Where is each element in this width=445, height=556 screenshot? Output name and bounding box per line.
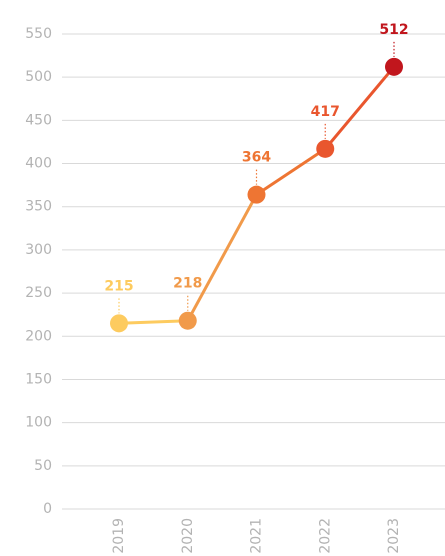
point bbox=[316, 139, 335, 158]
point bbox=[178, 311, 197, 330]
y-tick-label: 150 bbox=[25, 371, 52, 387]
line-segment bbox=[186, 193, 258, 322]
y-tick-label: 350 bbox=[25, 199, 52, 215]
point bbox=[110, 314, 128, 333]
x-tick-label: 2019 bbox=[111, 518, 127, 554]
line-segment bbox=[118, 319, 188, 325]
x-tick-label: 2021 bbox=[249, 518, 265, 554]
data-label: 512 bbox=[379, 22, 408, 38]
x-tick-label: 2020 bbox=[180, 518, 196, 554]
y-tick-label: 50 bbox=[34, 458, 52, 474]
x-tick-label: 2023 bbox=[386, 518, 402, 554]
line-segment bbox=[324, 65, 396, 150]
y-tick-label: 550 bbox=[25, 26, 52, 42]
point bbox=[385, 57, 403, 76]
y-tick-label: 500 bbox=[25, 69, 52, 85]
data-label: 215 bbox=[104, 278, 133, 294]
line-segment bbox=[255, 147, 327, 196]
y-tick-label: 300 bbox=[25, 242, 52, 258]
y-tick-label: 250 bbox=[25, 285, 52, 301]
y-tick-label: 450 bbox=[25, 112, 52, 128]
point bbox=[247, 185, 266, 204]
y-tick-label: 200 bbox=[25, 328, 52, 344]
x-tick-label: 2022 bbox=[317, 518, 333, 554]
y-tick-label: 400 bbox=[25, 156, 52, 172]
y-tick-label: 100 bbox=[25, 415, 52, 431]
data-label: 218 bbox=[173, 276, 202, 292]
data-label: 364 bbox=[242, 150, 271, 166]
y-tick-label: 0 bbox=[43, 501, 52, 517]
data-label: 417 bbox=[311, 104, 340, 120]
